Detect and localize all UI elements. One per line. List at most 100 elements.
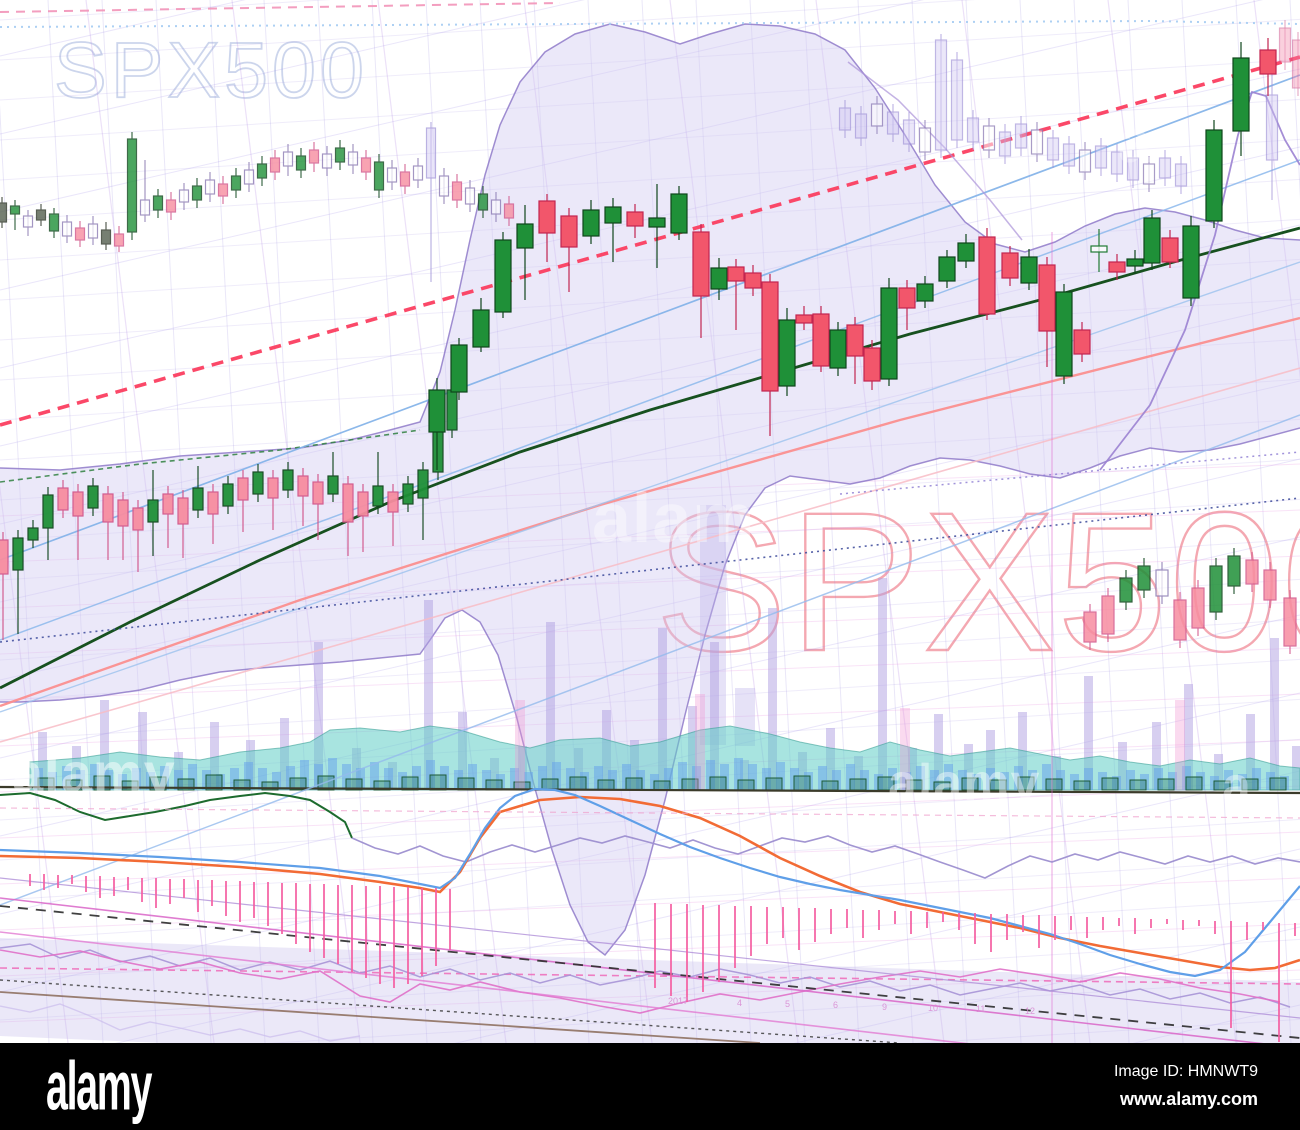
candle-body <box>417 469 429 499</box>
candle-body <box>477 193 489 211</box>
candle-body <box>918 127 932 153</box>
candle-body <box>1232 57 1250 132</box>
candle-body <box>670 193 688 234</box>
candle-body <box>1137 565 1151 591</box>
candle-body <box>1055 291 1073 377</box>
candle-body <box>1291 39 1300 89</box>
candle-body <box>87 485 99 509</box>
candle-body <box>1030 129 1044 155</box>
candle-body <box>360 157 372 173</box>
oscillator-magenta-zigzag <box>0 949 1281 1014</box>
candle-body <box>207 491 219 515</box>
candle-body <box>1265 94 1279 161</box>
candle-body <box>27 527 39 541</box>
candle-body <box>1001 252 1019 279</box>
spx500-watermark-top-left: SPX500 <box>54 25 368 114</box>
black-dotted-line <box>0 979 901 1043</box>
candle-body <box>582 209 600 237</box>
alamy-watermark-tiles: alamy alamy alam a a <box>12 108 1251 815</box>
candle-body <box>61 221 73 237</box>
candle-body <box>1209 565 1223 613</box>
candle-body <box>1227 555 1241 587</box>
candle-body <box>432 427 444 473</box>
candle-body <box>147 499 159 523</box>
candle-body <box>538 200 556 234</box>
candle-body <box>74 227 86 241</box>
candle-body <box>297 475 309 497</box>
candle-body <box>269 157 281 173</box>
candle-body <box>934 39 948 151</box>
candle-body <box>308 149 320 164</box>
chart-canvas: SPX500 SPX500 20174569101112alamyalamyal… <box>0 0 1300 1043</box>
footer-credits: Image ID: HMNWT9 www.alamy.com <box>1114 1063 1258 1110</box>
candle-body <box>1014 123 1028 149</box>
candle-body <box>727 266 745 282</box>
candle-body <box>347 151 359 166</box>
candle-body <box>761 281 779 392</box>
candle-body <box>386 167 398 183</box>
alamy-url-link[interactable]: www.alamy.com <box>1119 1089 1258 1109</box>
candle-body <box>1278 27 1292 63</box>
candle-body <box>438 175 450 197</box>
candle-body <box>1038 264 1056 332</box>
candle-body <box>870 103 884 127</box>
candle-body <box>412 165 424 181</box>
candle-body <box>117 499 129 527</box>
candle-body <box>626 211 644 227</box>
candle-body <box>1078 149 1092 173</box>
candle-body <box>282 469 294 491</box>
candle-body <box>886 111 900 135</box>
x-axis-label: 2017 <box>668 996 688 1006</box>
candle-body <box>256 163 268 179</box>
candle-body <box>604 206 622 224</box>
candle-body <box>12 537 24 571</box>
candlestick-series-top-left <box>0 122 515 282</box>
alamy-watermark-tile: alam <box>592 479 756 557</box>
candle-body <box>1191 587 1205 629</box>
macd-orange-line <box>0 795 1300 972</box>
candle-body <box>0 202 8 223</box>
candlestick-series-bottom-right <box>1083 548 1297 654</box>
candle-body <box>87 223 99 239</box>
candle-body <box>252 471 264 495</box>
candle-body <box>494 239 512 313</box>
candle-body <box>490 199 502 215</box>
candle-body <box>321 153 333 169</box>
candle-body <box>327 475 339 495</box>
stoch-green-line <box>0 791 353 839</box>
candle-body <box>230 175 242 191</box>
candle-body <box>692 231 710 297</box>
green-dashed-small-ma <box>0 429 421 483</box>
candle-body <box>373 161 385 191</box>
candle-body <box>1046 137 1060 161</box>
rsi-purple-zigzag <box>351 835 1300 879</box>
candle-body <box>1263 569 1277 601</box>
candle-body <box>1283 597 1297 647</box>
x-axis-labels: 2017 4 5 6 9 10 11 12 <box>668 996 1035 1016</box>
brown-solid-line <box>0 991 761 1043</box>
candle-body <box>35 209 47 221</box>
candle-body <box>178 189 190 203</box>
violet-thin-line <box>0 877 1300 1019</box>
candle-body <box>982 125 996 151</box>
candle-body <box>1143 217 1161 264</box>
candle-body <box>1119 577 1133 603</box>
candle-body <box>472 309 490 348</box>
candle-body <box>139 199 151 216</box>
candle-body <box>1245 559 1259 585</box>
x-axis-label: 5 <box>785 999 790 1009</box>
candle-body <box>560 215 578 248</box>
candle-body <box>177 497 189 525</box>
candle-body <box>399 171 411 187</box>
alamy-watermark-tile: alamy <box>888 754 1040 812</box>
candle-body <box>1182 225 1200 299</box>
candle-body <box>916 283 934 302</box>
trend-and-indicator-lines <box>0 2 1300 1043</box>
candle-body <box>100 229 112 245</box>
candle-body <box>464 187 476 205</box>
candle-body <box>1073 329 1091 355</box>
candle-body <box>425 127 437 179</box>
candle-body <box>744 272 762 289</box>
candle-body <box>204 179 216 195</box>
candle-body <box>795 314 813 324</box>
